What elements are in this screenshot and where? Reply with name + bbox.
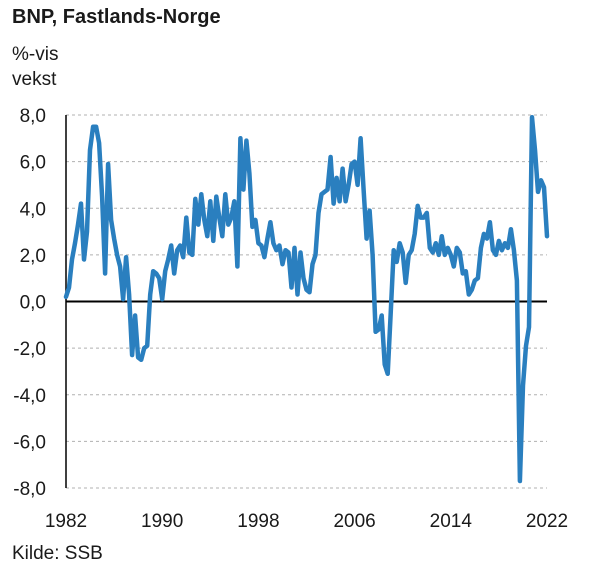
y-axis-unit-label: %-vis vekst	[12, 44, 59, 90]
y-tick-label: -8,0	[13, 479, 46, 500]
source-note: Kilde: SSB	[12, 543, 103, 564]
x-tick-label: 1998	[237, 511, 279, 532]
x-tick-label: 2006	[333, 511, 375, 532]
y-tick-label: 2,0	[20, 246, 46, 267]
y-tick-label: -6,0	[13, 432, 46, 453]
y-axis-ticks: 8,0 6,0 4,0 2,0 0,0 -2,0 -4,0 -6,0 -8,0	[13, 106, 46, 500]
series-line-bnp	[63, 115, 550, 484]
y-tick-label: 8,0	[20, 106, 46, 127]
y-tick-label: 4,0	[20, 199, 46, 220]
y-tick-label: 6,0	[20, 153, 46, 174]
chart-title: BNP, Fastlands-Norge	[12, 6, 221, 28]
x-tick-label: 1990	[141, 511, 183, 532]
x-axis-ticks: 1982 1990 1998 2006 2014 2022	[45, 511, 568, 532]
x-tick-label: 2014	[430, 511, 473, 532]
x-tick-label: 2022	[526, 511, 568, 532]
y-tick-label: -4,0	[13, 386, 46, 407]
y-tick-label: 0,0	[20, 293, 46, 314]
y-tick-label: -2,0	[13, 339, 46, 360]
gridlines	[66, 114, 547, 489]
x-tick-label: 1982	[45, 511, 87, 532]
line-chart: 8,0 6,0 4,0 2,0 0,0 -2,0 -4,0 -6,0 -8,0 1982 1990…	[13, 106, 568, 532]
